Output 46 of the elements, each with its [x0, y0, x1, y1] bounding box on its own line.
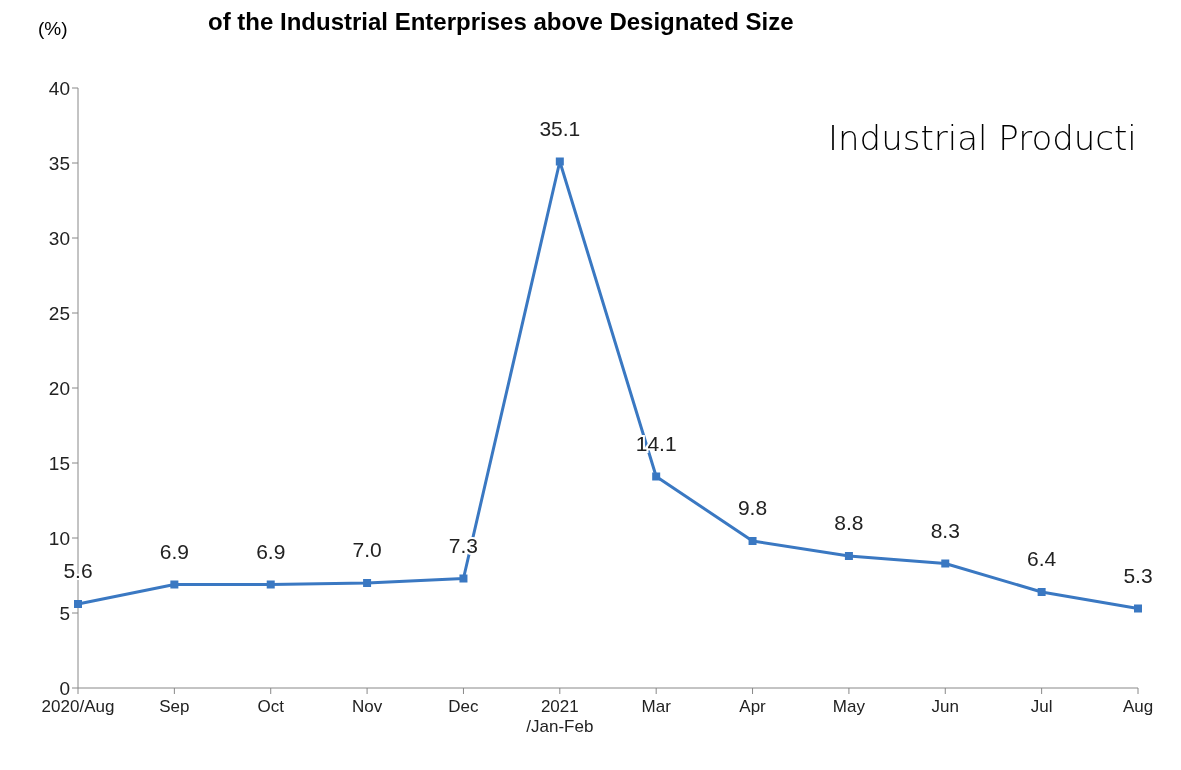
data-label: 8.8 [834, 511, 864, 534]
point [652, 472, 661, 481]
data-label: 35.1 [539, 116, 581, 140]
x-tick-label: 2021 /Jan-Feb [526, 697, 594, 736]
x-tick-label: Apr [739, 697, 767, 716]
point [459, 574, 468, 583]
point [1037, 588, 1046, 596]
y-tick-label: 0 [59, 677, 70, 699]
data-label: 5.6 [63, 559, 93, 582]
x-tick-label: Dec [448, 697, 480, 716]
y-tick-label: 15 [48, 452, 70, 474]
point [363, 579, 372, 587]
x-tick-label: 2020/Aug [41, 697, 115, 716]
y-tick-label: 25 [48, 302, 70, 324]
point [74, 600, 82, 608]
data-label: 6.4 [1027, 547, 1057, 570]
data-label: 6.9 [159, 539, 189, 563]
data-label: 8.3 [930, 518, 960, 542]
y-tick-label: 20 [48, 377, 70, 399]
x-tick-label: Jul [1030, 697, 1053, 716]
data-label: 9.8 [737, 496, 768, 519]
data-label: 5.3 [1123, 563, 1153, 587]
x-tick-label: May [832, 697, 866, 716]
x-tick-label: Mar [641, 697, 672, 716]
x-tick-label: Aug [1122, 697, 1154, 716]
y-tick-label: 30 [48, 227, 70, 249]
y-tick-label: 35 [48, 152, 70, 174]
point [170, 580, 179, 589]
data-label: 7.0 [352, 538, 382, 561]
x-tick-label: Nov [351, 697, 383, 716]
y-tick-label: 10 [48, 527, 70, 549]
y-tick-label: 5 [59, 602, 70, 624]
point [941, 559, 950, 568]
x-tick-label: Jun [931, 697, 959, 716]
point [266, 580, 275, 589]
x-tick-label: Oct [257, 697, 285, 716]
point [555, 157, 564, 166]
point [844, 552, 853, 560]
y-tick-label: 40 [48, 77, 70, 99]
annotation: Industrial Producti [828, 118, 1137, 158]
point [748, 537, 757, 545]
x-tick-label: Sep [159, 697, 190, 716]
chart-title: of the Industrial Enterprises above Designated Size [208, 8, 794, 36]
y-axis-title: (%) [38, 18, 68, 40]
data-label: 6.9 [256, 539, 286, 563]
point [1134, 604, 1142, 613]
